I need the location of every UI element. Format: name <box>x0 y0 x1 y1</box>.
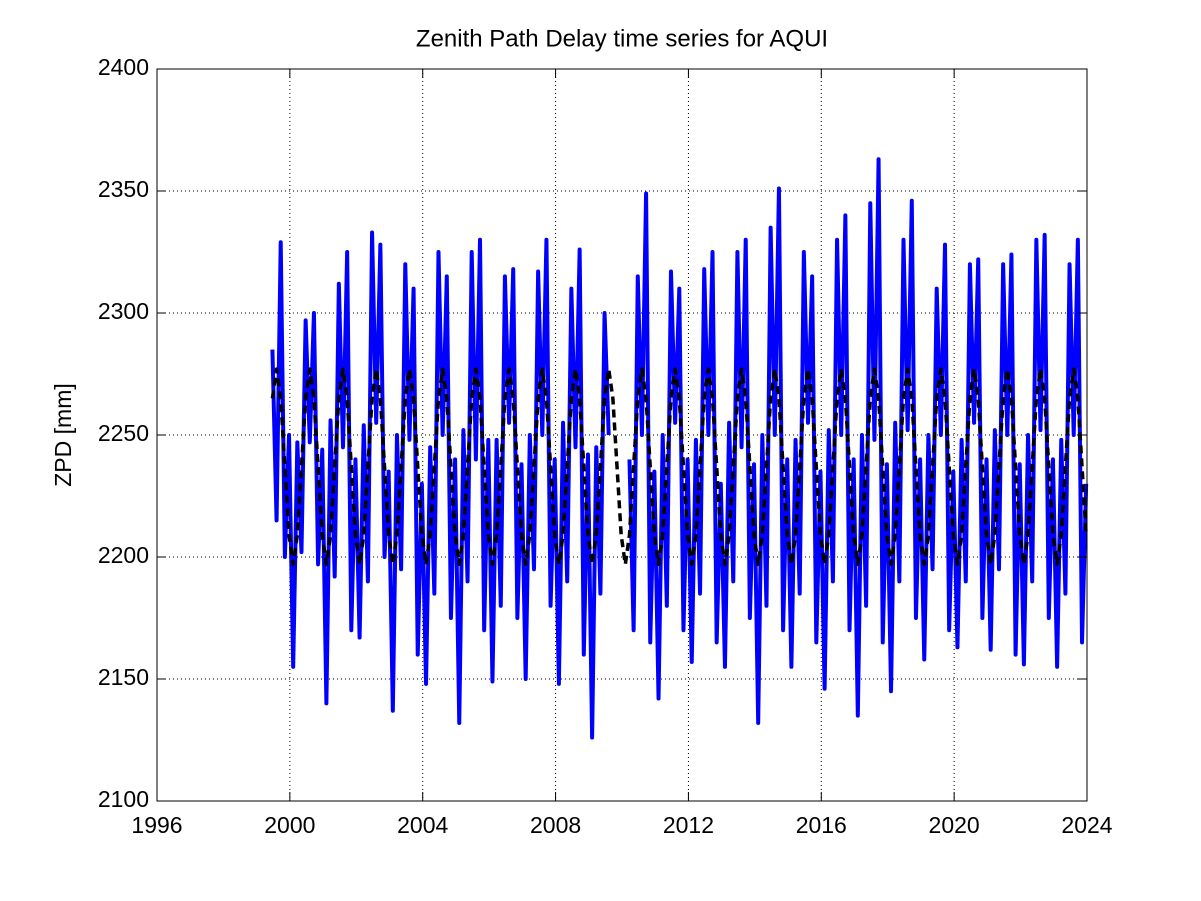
y-tick-label: 2150 <box>98 664 149 690</box>
x-tick-label: 2024 <box>1061 812 1112 838</box>
y-tick-label: 2200 <box>98 542 149 568</box>
x-tick-label: 2000 <box>264 812 315 838</box>
x-tick-label: 1996 <box>131 812 182 838</box>
data-line <box>270 157 1089 740</box>
x-tick-label: 2020 <box>929 812 980 838</box>
y-tick-label: 2350 <box>98 176 149 202</box>
y-tick-label: 2400 <box>98 54 149 80</box>
x-tick-label: 2012 <box>663 812 714 838</box>
y-tick-label: 2300 <box>98 298 149 324</box>
plot-area <box>270 157 1089 740</box>
x-tick-label: 2004 <box>397 812 448 838</box>
x-tick-label: 2016 <box>796 812 847 838</box>
y-tick-label: 2250 <box>98 420 149 446</box>
dashed-line <box>270 367 1088 567</box>
y-tick-label: 2100 <box>98 786 149 812</box>
chart-title: Zenith Path Delay time series for AQUI <box>416 25 828 52</box>
ticks: 1996 2000 2004 2008 2012 2016 2020 2024 2100 2150… <box>98 54 1113 838</box>
y-axis-label: ZPD [mm] <box>50 383 76 487</box>
x-tick-label: 2008 <box>530 812 581 838</box>
